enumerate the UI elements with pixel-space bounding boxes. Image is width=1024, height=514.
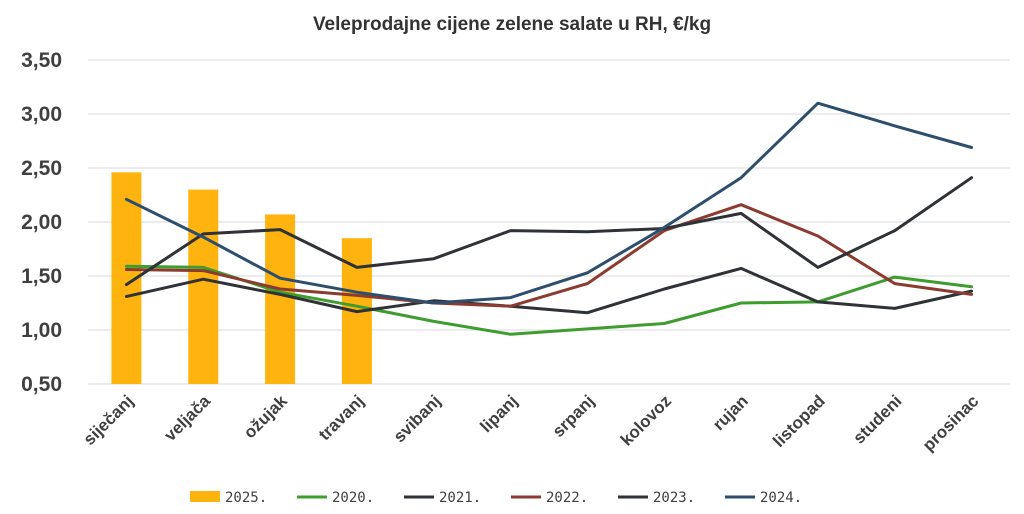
y-tick-label: 1,00: [21, 319, 62, 342]
x-tick-label: ožujak: [240, 391, 291, 442]
grid: [88, 59, 1010, 385]
x-tick-label: lipanj: [477, 391, 522, 436]
line-series: [124, 101, 974, 336]
bar-2025: [265, 214, 296, 384]
y-tick-label: 2,00: [21, 211, 62, 234]
x-tick-label: listopad: [769, 391, 829, 451]
x-tick-label: rujan: [709, 391, 752, 434]
y-tick-label: 3,00: [21, 103, 62, 126]
series-line-2021: [124, 266, 974, 315]
y-tick-label: 0,50: [21, 373, 62, 396]
x-tick-label: srpanj: [549, 391, 599, 441]
x-tick-label: travanj: [315, 391, 368, 444]
legend-label: 2023.: [653, 490, 695, 506]
legend-swatch: [190, 491, 220, 502]
x-tick-label: studeni: [849, 391, 905, 447]
legend: 2025. 2020. 2021. 2022. 2023. 2024.: [190, 490, 802, 506]
x-tick-label: siječanj: [80, 391, 138, 449]
x-axis-ticks: siječanj veljača ožujak travanj svibanj lipan…: [80, 391, 983, 455]
bar-series: [111, 172, 372, 384]
x-tick-label: prosinac: [919, 391, 983, 455]
legend-label: 2025.: [225, 490, 267, 506]
series-line-2023: [124, 176, 974, 287]
legend-label: 2022.: [546, 490, 588, 506]
legend-label: 2024.: [760, 490, 802, 506]
bar-2025: [188, 189, 219, 384]
y-tick-label: 3,50: [21, 49, 62, 72]
x-tick-label: veljača: [161, 391, 215, 445]
y-axis-ticks: 0,50 1,00 1,50 2,00 2,50 3,00 3,50: [21, 49, 62, 396]
series-line-2024: [124, 101, 974, 305]
x-tick-label: kolovoz: [617, 391, 675, 449]
y-tick-label: 2,50: [21, 157, 62, 180]
legend-label: 2020.: [332, 490, 374, 506]
series-line-2020: [124, 264, 974, 336]
chart-title: Veleprodajne cijene zelene salate u RH, …: [313, 14, 711, 35]
y-tick-label: 1,50: [21, 265, 62, 288]
x-tick-label: svibanj: [390, 391, 445, 446]
series-line-2022: [124, 203, 974, 308]
legend-label: 2021.: [439, 490, 481, 506]
